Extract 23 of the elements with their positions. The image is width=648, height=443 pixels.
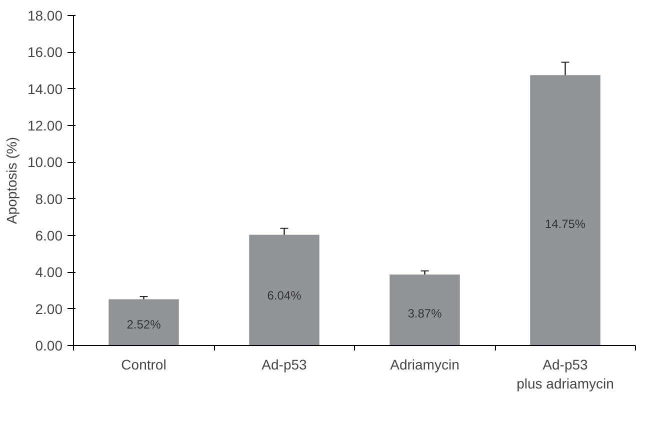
x-tick-label: Control [121,356,166,372]
x-tick-label: Ad-p53 plus adriamycin [516,356,614,392]
y-tick-label: 2.00 [35,300,63,317]
y-tick-label: 6.00 [35,228,63,244]
x-tick-label: Adriamycin [390,356,460,372]
y-tick-label: 12.00 [27,118,63,134]
bar [108,299,179,346]
bar [390,274,460,346]
y-axis-title: Apoptosis (%) [3,136,20,224]
y-tick-label: 16.00 [27,44,63,60]
bar [249,234,320,346]
data-label: 14.75% [544,216,586,231]
y-tick-label: 8.00 [35,190,63,207]
y-tick-label: 18.00 [27,8,63,24]
y-tick-label: 0.00 [35,338,63,354]
data-label: 2.52% [126,318,162,332]
y-tick-label: 4.00 [35,264,63,280]
bar [530,75,600,346]
data-label: 3.87% [408,306,442,321]
data-label: 6.04% [267,288,302,303]
x-tick-label: Ad-p53 [262,356,308,372]
y-tick-label: 10.00 [27,154,63,170]
y-tick-label: 14.00 [27,80,63,97]
